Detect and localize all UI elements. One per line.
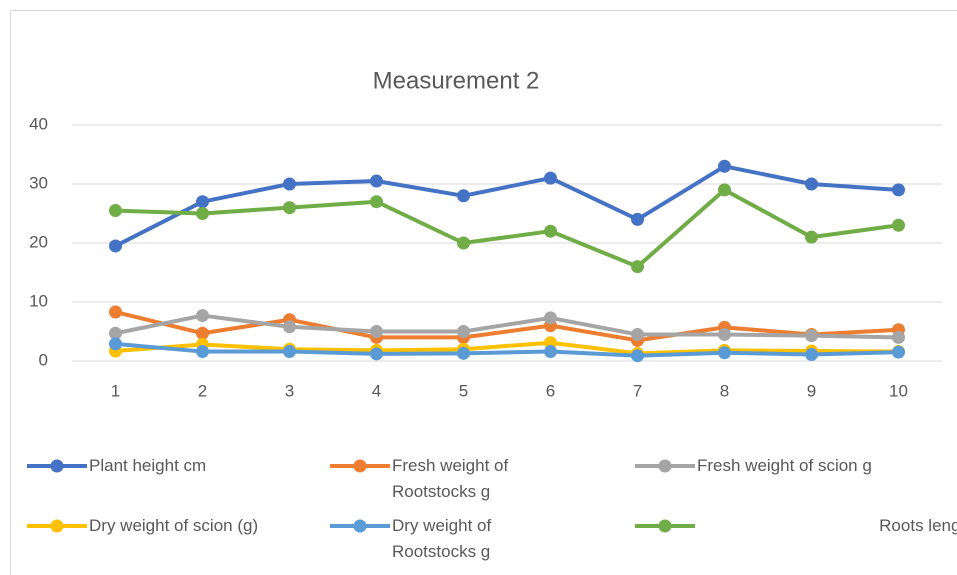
data-point xyxy=(805,230,818,244)
legend-item: Fresh weight of scion g xyxy=(635,453,957,509)
x-tick-label: 3 xyxy=(285,381,294,400)
y-tick-label: 40 xyxy=(29,114,48,133)
data-point xyxy=(544,311,557,325)
data-point xyxy=(631,212,644,226)
series-line xyxy=(115,310,899,343)
x-tick-label: 10 xyxy=(889,381,908,400)
data-point xyxy=(457,189,470,203)
data-point xyxy=(805,329,818,343)
data-point xyxy=(370,195,383,209)
x-tick-label: 5 xyxy=(459,381,468,400)
series-line xyxy=(115,341,899,358)
data-point xyxy=(370,347,383,361)
y-tick-label: 20 xyxy=(29,232,48,251)
legend-label: Dry weight of scion (g) xyxy=(89,516,259,535)
legend-label: Fresh weight of Rootstocks g xyxy=(392,456,509,501)
legend-label: Plant height cm xyxy=(89,456,207,475)
data-point xyxy=(892,330,905,344)
legend-marker xyxy=(50,519,64,533)
x-tick-label: 9 xyxy=(807,381,816,400)
legend-marker xyxy=(353,519,367,533)
data-point xyxy=(109,337,122,351)
data-point xyxy=(631,349,644,363)
data-point xyxy=(370,325,383,338)
data-point xyxy=(718,159,731,173)
data-point xyxy=(109,305,122,319)
data-point xyxy=(109,239,122,253)
series-line xyxy=(115,187,899,269)
data-point xyxy=(109,326,122,340)
chart-title: Measurement 2 xyxy=(373,67,540,94)
legend-marker xyxy=(658,459,672,473)
legend-item: Dry weight of Rootstocks g xyxy=(330,513,552,569)
legend-label: Fresh weight of scion g xyxy=(697,456,872,475)
data-point xyxy=(805,348,818,362)
data-point xyxy=(196,195,209,209)
data-point xyxy=(196,207,209,220)
legend-item: Dry weight of scion (g) xyxy=(27,513,339,569)
series-line xyxy=(115,313,899,340)
data-point xyxy=(718,327,731,341)
data-point xyxy=(370,174,383,188)
x-tick-label: 2 xyxy=(198,381,207,400)
legend-marker xyxy=(353,459,367,473)
data-point xyxy=(718,346,731,360)
y-tick-label: 30 xyxy=(29,173,48,192)
x-tick-label: 7 xyxy=(633,381,642,400)
legend-marker xyxy=(50,459,64,473)
data-point xyxy=(805,177,818,191)
y-tick-label: 0 xyxy=(39,350,48,369)
legend-label: Dry weight of Rootstocks g xyxy=(392,516,492,561)
data-point xyxy=(196,309,209,323)
x-tick-label: 1 xyxy=(111,381,120,400)
y-tick-label: 10 xyxy=(29,291,48,310)
data-point xyxy=(544,224,557,238)
data-point xyxy=(892,218,905,232)
data-point xyxy=(892,183,905,197)
legend-swatch xyxy=(330,459,390,473)
data-point xyxy=(892,345,905,359)
data-point xyxy=(283,320,296,334)
data-point xyxy=(544,171,557,185)
data-point xyxy=(196,326,209,340)
legend-item: Fresh weight of Rootstocks g xyxy=(330,453,552,509)
x-tick-label: 8 xyxy=(720,381,729,400)
data-point xyxy=(283,177,296,191)
legend-item: Roots length cm xyxy=(635,513,957,569)
legend-label: Roots length cm xyxy=(879,516,957,535)
legend-swatch xyxy=(27,459,87,473)
data-point xyxy=(718,183,731,197)
legend-item: Plant height cm xyxy=(27,453,249,509)
legend-swatch xyxy=(635,519,695,533)
chart-frame xyxy=(10,10,957,575)
data-point xyxy=(109,204,122,218)
data-point xyxy=(283,345,296,359)
x-tick-label: 4 xyxy=(372,381,381,400)
legend-swatch xyxy=(635,459,695,473)
data-point xyxy=(457,236,470,250)
data-point xyxy=(283,201,296,215)
data-point xyxy=(457,325,470,338)
legend-swatch xyxy=(330,519,390,533)
series-line xyxy=(115,340,899,356)
data-point xyxy=(544,345,557,359)
data-point xyxy=(457,346,470,360)
legend-marker xyxy=(658,519,672,533)
data-point xyxy=(631,327,644,341)
series-line xyxy=(114,164,899,248)
legend-swatch xyxy=(27,519,87,533)
data-point xyxy=(631,260,644,274)
x-tick-label: 6 xyxy=(546,381,555,400)
data-point xyxy=(196,345,209,359)
